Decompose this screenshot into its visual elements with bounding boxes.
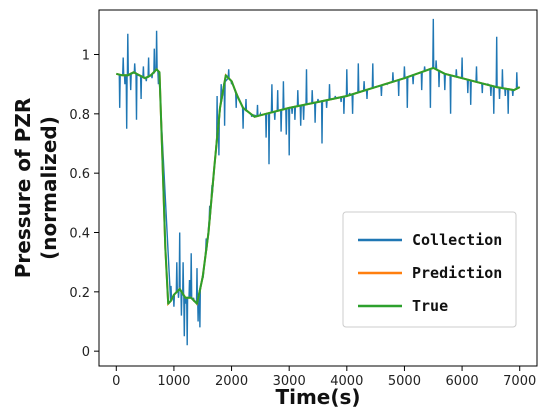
y-tick-label: 1 bbox=[82, 49, 90, 64]
y-axis: 0 0.2 0.4 0.6 0.8 1 bbox=[69, 49, 99, 360]
y-tick-label: 0.4 bbox=[69, 227, 90, 242]
y-axis-label-line: Pressure of PZR bbox=[11, 98, 35, 279]
legend-label-true: True bbox=[412, 297, 448, 315]
series-line-true bbox=[116, 66, 521, 305]
x-tick-label: 6000 bbox=[446, 374, 479, 389]
x-tick-label: 2000 bbox=[215, 374, 248, 389]
x-tick-label: 1000 bbox=[157, 374, 190, 389]
y-axis-label-line: (normalized) bbox=[37, 116, 61, 260]
y-axis-label: Pressure of PZR (normalized) bbox=[11, 98, 61, 279]
plot-frame bbox=[98, 9, 538, 367]
series-layer bbox=[116, 18, 521, 346]
y-tick-label: 0.2 bbox=[69, 286, 90, 301]
legend-label-prediction: Prediction bbox=[412, 264, 502, 282]
x-axis-label: Time(s) bbox=[275, 385, 360, 409]
y-tick-label: 0.6 bbox=[69, 167, 90, 182]
legend-label-collection: Collection bbox=[412, 231, 502, 249]
y-tick-label: 0 bbox=[82, 345, 90, 360]
y-tick-label: 0.8 bbox=[69, 108, 90, 123]
x-tick-label: 0 bbox=[112, 374, 120, 389]
x-tick-label: 4000 bbox=[330, 374, 363, 389]
x-axis: 0 1000 2000 3000 4000 5000 6000 7000 bbox=[112, 366, 536, 389]
x-tick-label: 3000 bbox=[273, 374, 306, 389]
legend: Collection Prediction True bbox=[342, 211, 517, 328]
x-tick-label: 7000 bbox=[503, 374, 536, 389]
x-tick-label: 5000 bbox=[388, 374, 421, 389]
